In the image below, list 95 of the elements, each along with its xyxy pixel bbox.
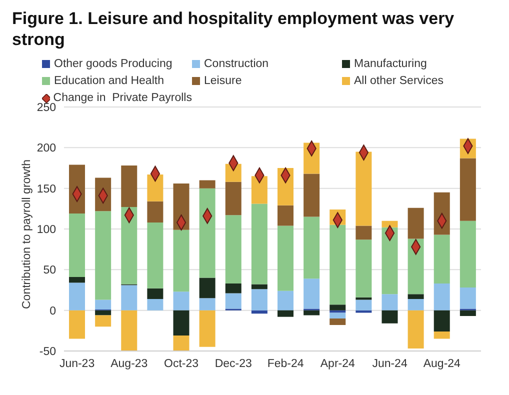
y-tick-label: 250	[36, 102, 56, 114]
bar	[147, 288, 164, 299]
bar	[330, 224, 346, 305]
y-tick-label: 0	[50, 305, 56, 318]
bar	[330, 310, 346, 313]
bar	[304, 278, 320, 309]
bar	[95, 310, 112, 316]
bar	[278, 310, 294, 317]
bar	[434, 331, 450, 339]
bar	[408, 294, 424, 299]
y-tick-label: 200	[36, 142, 56, 155]
y-tick-label: 150	[36, 183, 56, 196]
bar	[147, 298, 164, 310]
bar	[304, 216, 320, 279]
bar	[147, 222, 164, 288]
bar	[147, 201, 164, 222]
x-tick-label: Apr-24	[320, 358, 356, 370]
bar	[225, 283, 242, 294]
bar	[251, 176, 268, 204]
bar	[69, 282, 85, 310]
legend-label: Change in Private Payrolls	[53, 91, 192, 104]
bar	[278, 226, 294, 291]
bar	[199, 188, 216, 278]
bar	[382, 220, 398, 228]
bar	[251, 204, 268, 284]
x-tick-label: Oct-23	[164, 358, 199, 370]
y-tick-label: -50	[39, 346, 56, 358]
bar	[121, 207, 138, 284]
bar	[434, 283, 450, 310]
bar	[225, 215, 242, 284]
legend-label: Manufacturing	[354, 57, 427, 72]
bar	[408, 298, 424, 310]
bar	[251, 310, 268, 314]
bar	[356, 300, 372, 310]
x-tick-label: Dec-23	[214, 358, 252, 370]
bar	[460, 220, 476, 288]
x-tick-label: Aug-24	[423, 358, 462, 370]
legend-label: All other Services	[354, 74, 444, 89]
bar	[225, 293, 242, 309]
bar	[330, 318, 346, 325]
bar	[95, 315, 112, 327]
chart-title: Figure 1. Leisure and hospitality employment was very strong	[11, 8, 456, 51]
bar	[382, 294, 398, 310]
y-tick-label: 100	[36, 224, 56, 236]
bar	[330, 304, 346, 310]
bar	[199, 310, 216, 347]
bar	[434, 310, 450, 332]
bar	[304, 174, 320, 217]
y-tick-label: 50	[43, 264, 56, 277]
bar	[330, 312, 346, 318]
bar	[95, 211, 112, 300]
legend-label: Construction	[204, 57, 269, 72]
bar	[278, 290, 294, 310]
bar	[356, 297, 372, 300]
bar	[225, 182, 242, 216]
bar	[356, 226, 372, 240]
x-tick-label: Aug-23	[110, 358, 148, 370]
bar	[356, 152, 372, 226]
bar	[382, 310, 398, 324]
bar	[251, 284, 268, 290]
bar	[199, 180, 216, 188]
bar	[408, 208, 424, 239]
bar	[121, 285, 138, 310]
bar	[382, 227, 398, 294]
bar	[460, 288, 476, 309]
bar	[278, 205, 294, 226]
bar	[173, 310, 190, 336]
legend-label: Education and Health	[54, 74, 164, 89]
bar	[173, 336, 190, 351]
bar	[121, 310, 138, 351]
x-tick-label: Jun-23	[59, 358, 95, 370]
legend-label: Other goods Producing	[54, 57, 172, 72]
bar	[460, 310, 476, 316]
bar	[199, 278, 216, 298]
bar	[69, 276, 85, 283]
bar	[304, 310, 320, 316]
bar	[147, 174, 164, 202]
bar	[95, 300, 112, 310]
bar	[434, 234, 450, 284]
bar	[69, 214, 85, 277]
bar	[121, 166, 138, 208]
bar	[408, 310, 424, 349]
bar	[173, 292, 190, 310]
bar	[460, 158, 476, 221]
bar	[408, 238, 424, 294]
bar	[199, 298, 216, 310]
y-axis-title: Contribution to payroll growth	[21, 159, 34, 309]
x-tick-label: Feb-24	[267, 358, 304, 370]
bar	[69, 310, 85, 339]
bar	[356, 240, 372, 298]
bar	[356, 310, 372, 313]
x-tick-label: Jun-24	[372, 358, 408, 370]
bar	[173, 230, 190, 292]
bar	[251, 289, 268, 310]
legend-label: Leisure	[204, 74, 242, 89]
